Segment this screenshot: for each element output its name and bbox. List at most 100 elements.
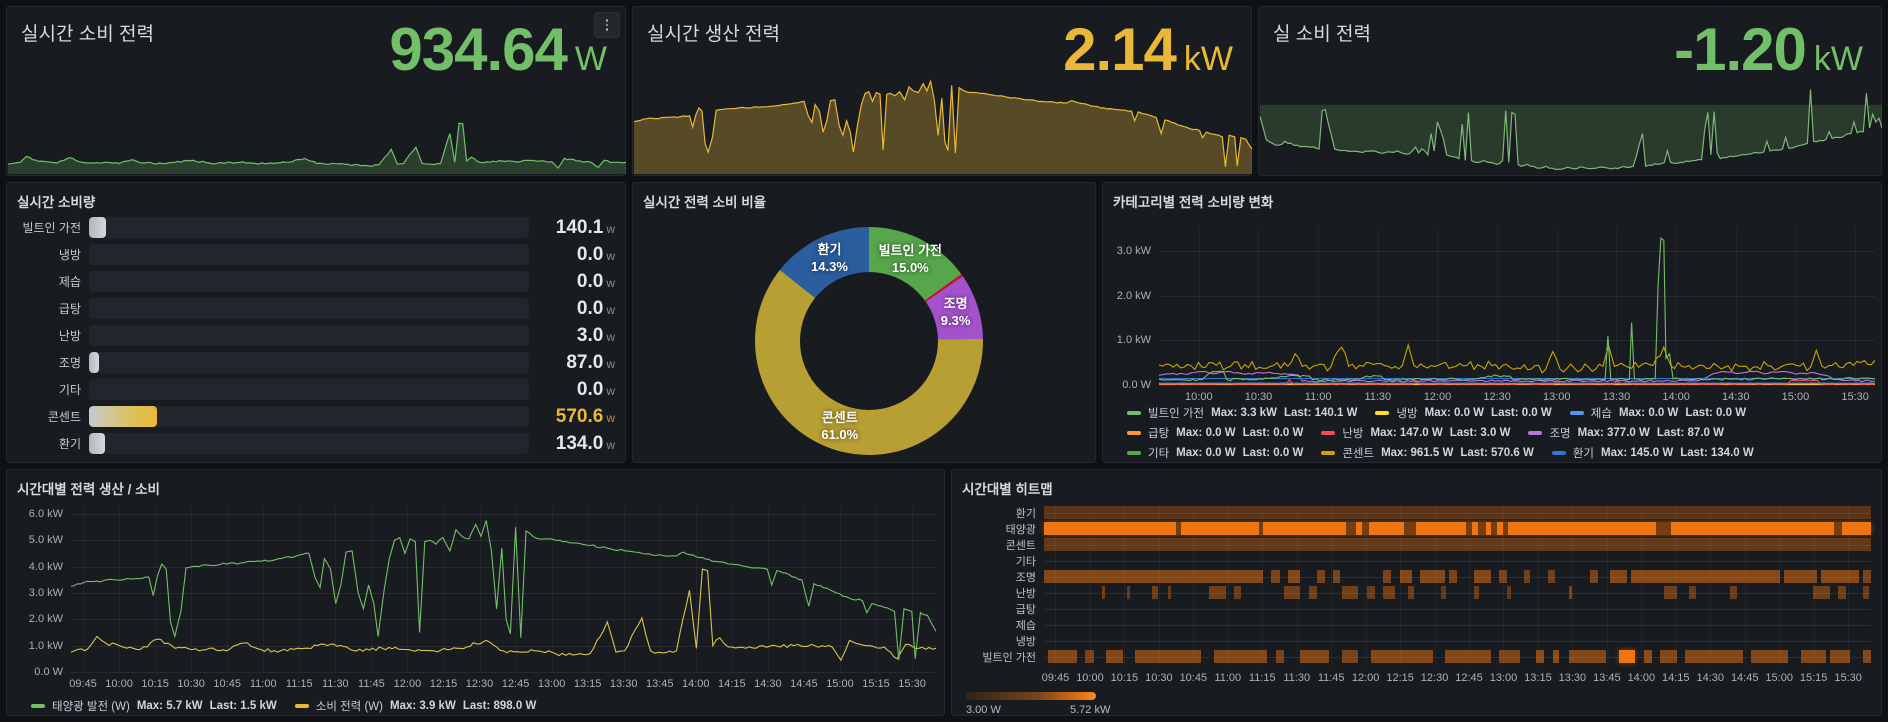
heatmap-row-gridline bbox=[1044, 640, 1871, 642]
heatmap-cell bbox=[1862, 650, 1871, 663]
panel-title[interactable]: 시간대별 전력 생산 / 소비 bbox=[17, 482, 160, 497]
gauge-row-value: 0.0 w bbox=[576, 297, 615, 319]
x-tick-label: 11:00 bbox=[1304, 391, 1332, 403]
gridline bbox=[1193, 506, 1195, 666]
legend-item[interactable]: 환기 Max: 145.0 W Last: 134.0 W bbox=[1551, 445, 1754, 461]
panel-title[interactable]: 카테고리별 전력 소비량 변화 bbox=[1113, 195, 1274, 210]
heatmap-row-label: 제습 bbox=[1015, 619, 1036, 632]
legend-swatch-icon bbox=[31, 704, 45, 708]
gridline bbox=[731, 506, 733, 672]
legend-item[interactable]: 냉방 Max: 0.0 W Last: 0.0 W bbox=[1375, 405, 1552, 421]
legend-item[interactable]: 제습 Max: 0.0 W Last: 0.0 W bbox=[1569, 405, 1746, 421]
panel-title[interactable]: 실시간 생산 전력 bbox=[647, 24, 780, 45]
stat-value: 934.64 W bbox=[389, 15, 607, 84]
x-tick-label: 14:45 bbox=[790, 678, 818, 690]
donut-ring[interactable] bbox=[755, 227, 983, 455]
heatmap-cell bbox=[1784, 570, 1818, 583]
gauge-bar-fill bbox=[89, 406, 157, 427]
gridline bbox=[876, 506, 877, 672]
heatmap-row[interactable] bbox=[1044, 506, 1871, 519]
stat-number: -1.20 bbox=[1674, 16, 1807, 83]
x-tick-label: 11:00 bbox=[1214, 672, 1242, 684]
heatmap-cell bbox=[1664, 586, 1677, 599]
gridline bbox=[1813, 506, 1815, 666]
heatmap-row-label: 환기 bbox=[1015, 507, 1036, 520]
sparkline-chart[interactable] bbox=[634, 74, 1252, 174]
heatmap-dark-streak bbox=[1465, 522, 1472, 535]
heatmap-cell bbox=[1399, 570, 1412, 583]
y-tick-label: 2.0 kW bbox=[28, 613, 63, 626]
heatmap-row[interactable] bbox=[1044, 538, 1871, 551]
heatmap-row[interactable] bbox=[1044, 522, 1871, 535]
x-tick-label: 10:30 bbox=[177, 678, 205, 690]
x-tick-label: 10:45 bbox=[1179, 672, 1208, 684]
heatmap-row-gridline bbox=[1044, 544, 1871, 546]
heatmap-plot[interactable]: 09:45 10:00 10:15 10:30 10:45 11:00 11:15 11:30… bbox=[982, 506, 1871, 684]
heatmap-row[interactable] bbox=[1044, 602, 1871, 615]
heatmap-row[interactable] bbox=[1044, 554, 1871, 567]
gridline bbox=[1710, 506, 1712, 666]
panel-title[interactable]: 실시간 소비 전력 bbox=[21, 24, 154, 45]
heatmap-row[interactable] bbox=[1044, 618, 1871, 631]
heatmap-row[interactable] bbox=[1044, 634, 1871, 647]
heatmap-cell bbox=[1552, 650, 1560, 663]
heatmap-row-label: 기타 bbox=[1015, 555, 1036, 568]
gridline bbox=[1606, 506, 1608, 666]
heatmap-dark-streak bbox=[1259, 522, 1264, 535]
x-tick-label: 15:15 bbox=[1799, 672, 1828, 684]
heatmap-dark-streak bbox=[1345, 522, 1356, 535]
panel-title[interactable]: 실 소비 전력 bbox=[1273, 24, 1371, 45]
x-tick-label: 12:00 bbox=[1351, 672, 1380, 684]
y-tick-label: 1.0 kW bbox=[1116, 334, 1151, 347]
x-tick-label: 12:30 bbox=[1420, 672, 1449, 684]
legend-item[interactable]: 콘센트 Max: 961.5 W Last: 570.6 W bbox=[1321, 445, 1534, 461]
panel-menu-button[interactable] bbox=[594, 12, 620, 38]
heatmap-cell bbox=[1341, 586, 1359, 599]
gridline bbox=[1159, 385, 1875, 386]
gauge-bar-track bbox=[89, 298, 529, 319]
heatmap-cell bbox=[1134, 650, 1202, 663]
gridline bbox=[1744, 506, 1746, 666]
gridline bbox=[623, 506, 625, 672]
panel-title[interactable]: 시간대별 히트맵 bbox=[962, 482, 1053, 497]
legend-item[interactable]: 급탕 Max: 0.0 W Last: 0.0 W bbox=[1127, 425, 1303, 441]
panel-title[interactable]: 실시간 소비량 bbox=[17, 195, 96, 210]
x-tick-label: 09:45 bbox=[69, 678, 97, 690]
gauge-row-label: 기타 bbox=[58, 383, 81, 397]
gridline bbox=[71, 672, 936, 673]
gauge-bar-track bbox=[89, 271, 529, 292]
gridline bbox=[1616, 227, 1618, 385]
legend-item[interactable]: 빌트인 가전 Max: 3.3 kW Last: 140.1 W bbox=[1127, 405, 1357, 421]
heatmap-cell bbox=[1106, 650, 1123, 663]
gridline bbox=[1556, 227, 1558, 385]
gridline bbox=[1158, 506, 1160, 666]
heatmap-cell bbox=[1829, 650, 1851, 663]
heatmap-row[interactable] bbox=[1044, 570, 1871, 583]
heatmap-cell bbox=[1618, 650, 1636, 663]
category-chart-plot[interactable]: 3.0 kW 2.0 kW 1.0 kW 0.0 W 10:00 10:30 11:00 11… bbox=[1117, 227, 1875, 403]
x-tick-label: 14:00 bbox=[1662, 391, 1690, 403]
gauge-bar-track bbox=[89, 379, 529, 400]
production-chart-plot[interactable]: 6.0 kW 5.0 kW 4.0 kW 3.0 kW 2.0 kW 1.0 kW 0.0 … bbox=[29, 506, 936, 690]
gauge-row: 콘센트 570.6 w bbox=[17, 406, 615, 427]
heatmap-row[interactable] bbox=[1044, 586, 1871, 599]
x-tick-label: 10:00 bbox=[105, 678, 133, 690]
panel-title[interactable]: 실시간 전력 소비 비율 bbox=[643, 195, 767, 210]
legend-item[interactable]: 기타 Max: 0.0 W Last: 0.0 W bbox=[1127, 445, 1303, 461]
gauge-bar-track bbox=[89, 406, 529, 427]
gridline bbox=[1503, 506, 1505, 666]
legend-item[interactable]: 태양광 발전 (W) Max: 5.7 kW Last: 1.5 kW bbox=[31, 698, 277, 714]
heatmap-row[interactable] bbox=[1044, 650, 1871, 663]
legend-item[interactable]: 난방 Max: 147.0 W Last: 3.0 W bbox=[1321, 425, 1510, 441]
legend-item[interactable]: 조명 Max: 377.0 W Last: 87.0 W bbox=[1528, 425, 1724, 441]
x-tick-label: 13:15 bbox=[1524, 672, 1552, 684]
heatmap-cell bbox=[1689, 586, 1696, 599]
gridline bbox=[155, 506, 157, 672]
sparkline-chart[interactable] bbox=[8, 118, 626, 174]
kebab-dot-icon bbox=[605, 19, 609, 22]
x-tick-label: 12:45 bbox=[501, 678, 530, 690]
x-tick-label: 10:00 bbox=[1185, 391, 1213, 403]
legend-item[interactable]: 소비 전력 (W) Max: 3.9 kW Last: 898.0 W bbox=[294, 698, 536, 714]
donut-chart-area[interactable]: 빌트인 가전 15.0% 조명 9.3% 콘센트 61.0% 환기 14.3% bbox=[633, 183, 1095, 462]
sparkline-chart[interactable] bbox=[1260, 76, 1882, 174]
